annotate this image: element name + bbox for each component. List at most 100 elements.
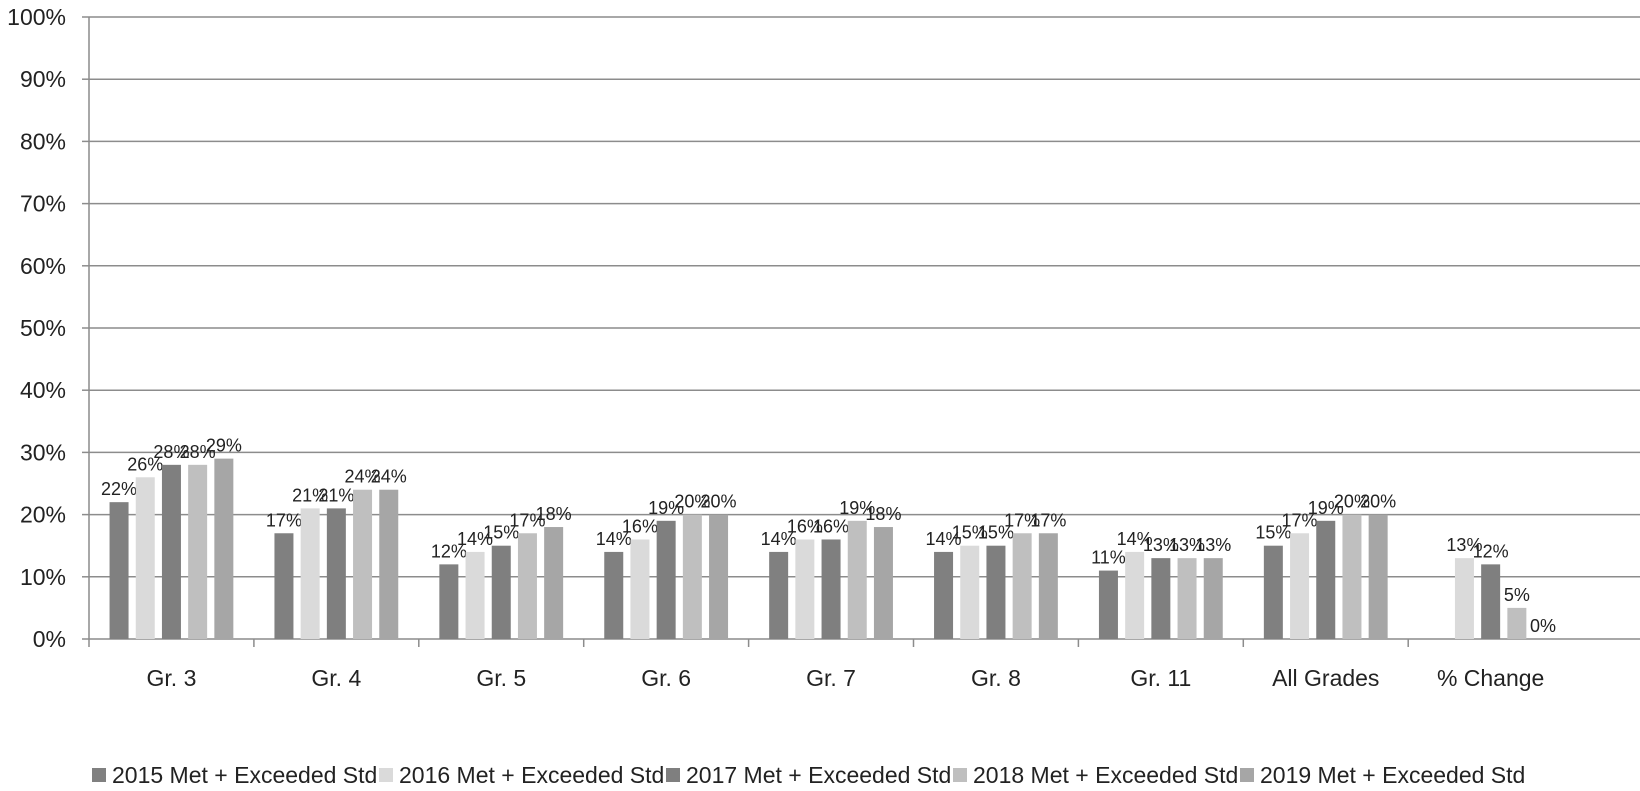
- data-label: 28%: [180, 442, 216, 462]
- legend-label: 2019 Met + Exceeded Std: [1260, 761, 1526, 788]
- y-tick-label: 70%: [20, 191, 66, 217]
- data-label: 18%: [865, 504, 901, 524]
- y-tick-label: 10%: [20, 564, 66, 590]
- y-tick-label: 100%: [7, 4, 66, 30]
- data-label: 19%: [648, 498, 684, 518]
- data-label: 14%: [926, 529, 962, 549]
- bar: [1368, 514, 1388, 639]
- data-label: 17%: [266, 510, 302, 530]
- bar: [873, 527, 893, 639]
- x-tick-label: Gr. 8: [971, 665, 1021, 691]
- legend-label: 2018 Met + Exceeded Std: [973, 761, 1239, 788]
- data-label: 13%: [1195, 535, 1231, 555]
- data-label: 21%: [318, 485, 354, 505]
- bar: [326, 508, 346, 639]
- bar: [656, 520, 676, 639]
- legend-label: 2016 Met + Exceeded Std: [399, 761, 665, 788]
- legend-label: 2017 Met + Exceeded Std: [686, 761, 952, 788]
- data-label: 24%: [345, 467, 381, 487]
- data-label: 20%: [1334, 492, 1370, 512]
- data-label: 12%: [431, 541, 467, 561]
- bar: [379, 489, 399, 639]
- bar: [847, 520, 867, 639]
- legend-item: 2018 Met + Exceeded Std: [953, 762, 1238, 788]
- bar: [795, 539, 815, 639]
- bar: [353, 489, 373, 639]
- x-tick-label: Gr. 5: [476, 665, 526, 691]
- y-tick-label: 20%: [20, 502, 66, 528]
- bar: [1316, 520, 1336, 639]
- data-label: 20%: [1360, 492, 1396, 512]
- bar: [161, 464, 181, 639]
- data-label: 14%: [1117, 529, 1153, 549]
- y-tick-label: 80%: [20, 128, 66, 154]
- y-tick-label: 90%: [20, 66, 66, 92]
- bar: [274, 533, 294, 639]
- data-label: 14%: [457, 529, 493, 549]
- bar: [135, 477, 155, 639]
- y-tick-label: 0%: [33, 626, 66, 652]
- y-tick-label: 50%: [20, 315, 66, 341]
- bar: [630, 539, 650, 639]
- bar: [517, 533, 537, 639]
- data-label: 17%: [509, 510, 545, 530]
- bar: [1012, 533, 1032, 639]
- data-label: 11%: [1091, 548, 1126, 568]
- y-tick-label: 40%: [20, 377, 66, 403]
- legend-label: 2015 Met + Exceeded Std: [112, 761, 378, 788]
- legend-swatch: [92, 768, 106, 782]
- data-label: 14%: [761, 529, 797, 549]
- x-tick-label: Gr. 6: [641, 665, 691, 691]
- x-tick-label: Gr. 11: [1130, 665, 1191, 691]
- bar: [1263, 545, 1283, 639]
- data-label: 20%: [701, 492, 737, 512]
- data-label: 17%: [1004, 510, 1040, 530]
- legend-swatch: [953, 768, 967, 782]
- legend-item: 2019 Met + Exceeded Std: [1240, 762, 1525, 788]
- data-label: 21%: [292, 485, 328, 505]
- bar: [109, 502, 129, 639]
- data-label: 19%: [839, 498, 875, 518]
- legend-item: 2017 Met + Exceeded Std: [666, 762, 951, 788]
- y-tick-label: 30%: [20, 439, 66, 465]
- data-label: 13%: [1143, 535, 1179, 555]
- bar: [1342, 514, 1362, 639]
- bar: [769, 551, 789, 639]
- data-label: 24%: [371, 467, 407, 487]
- x-tick-label: All Grades: [1272, 665, 1379, 691]
- data-label: 16%: [787, 516, 823, 536]
- bar: [1454, 558, 1474, 639]
- data-label: 26%: [127, 454, 163, 474]
- data-label: 20%: [674, 492, 710, 512]
- bar: [188, 464, 208, 639]
- data-label: 15%: [952, 523, 988, 543]
- bar: [1481, 564, 1501, 639]
- data-label: 28%: [153, 442, 189, 462]
- data-label: 19%: [1308, 498, 1344, 518]
- chart-legend: 2015 Met + Exceeded Std 2016 Met + Exceed…: [0, 760, 1640, 790]
- data-label: 14%: [596, 529, 632, 549]
- bar: [986, 545, 1006, 639]
- bar: [214, 458, 234, 639]
- data-label: 29%: [206, 436, 242, 456]
- legend-swatch: [379, 768, 393, 782]
- data-label: 15%: [1255, 523, 1291, 543]
- bar: [544, 527, 564, 639]
- data-label: 22%: [101, 479, 137, 499]
- bar: [1290, 533, 1310, 639]
- bar: [604, 551, 624, 639]
- y-tick-label: 60%: [20, 253, 66, 279]
- bar: [465, 551, 485, 639]
- bar: [1203, 558, 1223, 639]
- legend-swatch: [666, 768, 680, 782]
- bar: [1177, 558, 1197, 639]
- x-tick-label: Gr. 3: [147, 665, 197, 691]
- x-tick-label: % Change: [1437, 665, 1544, 691]
- data-label: 5%: [1504, 585, 1530, 605]
- legend-swatch: [1240, 768, 1254, 782]
- bar: [821, 539, 841, 639]
- data-label: 15%: [483, 523, 519, 543]
- bar: [1098, 570, 1118, 639]
- bar: [1125, 551, 1145, 639]
